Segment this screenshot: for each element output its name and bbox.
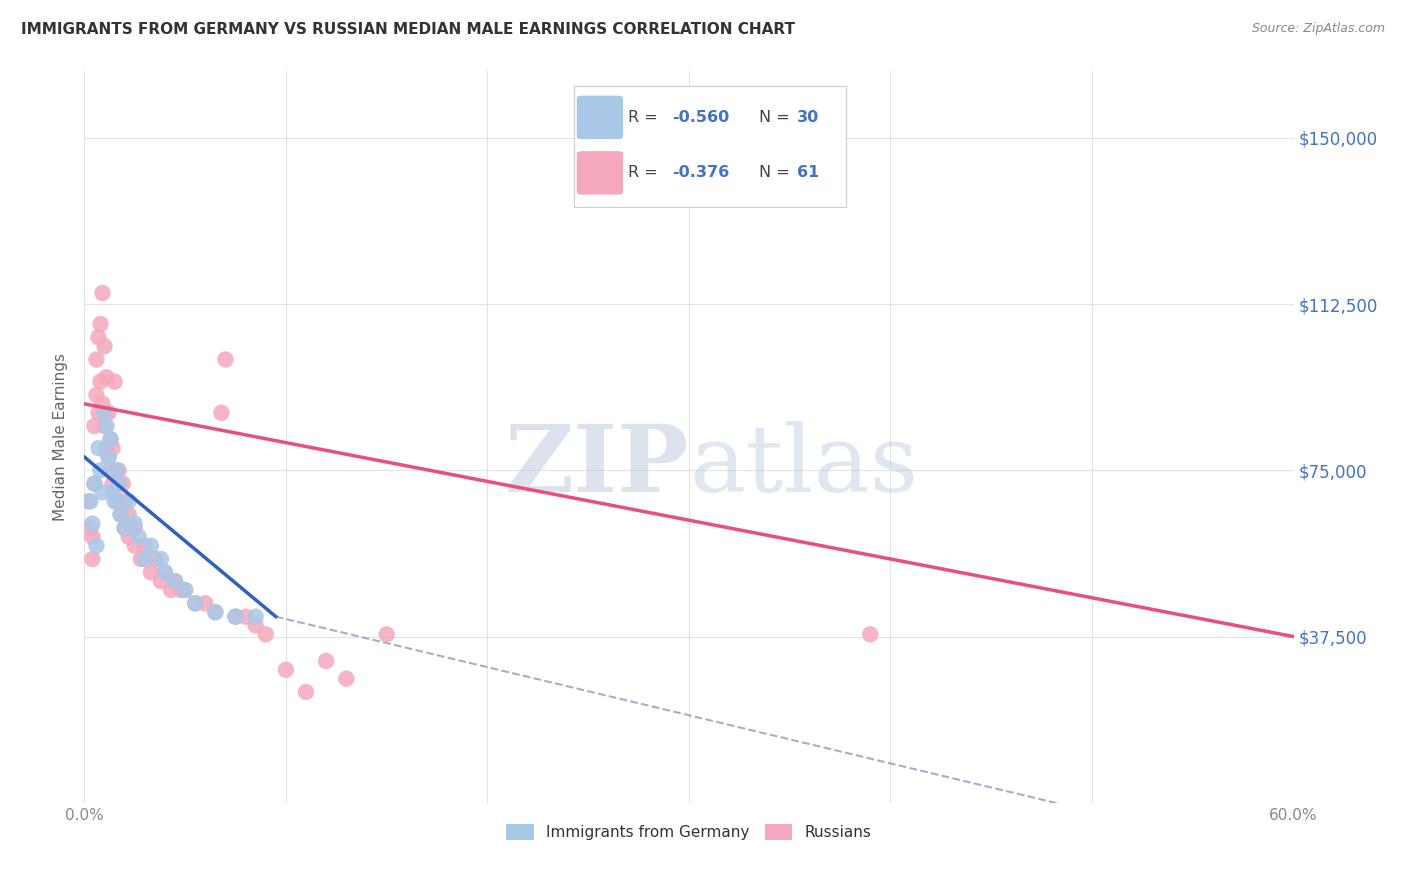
Point [149,552,172,566]
Point [111,476,134,491]
Point [235,609,257,624]
Point [165,574,187,589]
Point [225,609,247,624]
Text: Source: ZipAtlas.com: Source: ZipAtlas.com [1251,22,1385,36]
Text: atlas: atlas [689,421,918,511]
Point [118,508,141,522]
Point [204,605,226,619]
Point [82,552,104,566]
Point [86,388,108,402]
Point [100,432,122,446]
Point [91,485,114,500]
Legend: Immigrants from Germany, Russians: Immigrants from Germany, Russians [501,818,877,847]
Point [89,375,111,389]
Point [245,618,267,632]
Point [87,406,110,420]
Point [104,494,127,508]
Point [174,582,197,597]
Point [104,485,127,500]
Point [335,672,357,686]
Point [859,627,882,641]
Point [160,582,183,597]
Point [128,530,150,544]
Point [105,494,128,508]
Point [101,476,124,491]
Point [174,582,197,597]
Point [101,441,124,455]
Point [77,494,100,508]
Point [143,552,166,566]
Text: IMMIGRANTS FROM GERMANY VS RUSSIAN MEDIAN MALE EARNINGS CORRELATION CHART: IMMIGRANTS FROM GERMANY VS RUSSIAN MEDIA… [21,22,794,37]
Text: ZIP: ZIP [505,421,689,511]
Point [83,476,105,491]
Point [91,397,114,411]
Point [165,574,187,589]
Point [124,516,146,531]
Point [153,566,176,580]
Point [79,494,101,508]
Point [214,352,236,367]
Point [110,508,132,522]
Point [101,485,124,500]
Point [134,539,156,553]
Point [134,552,156,566]
Point [93,419,115,434]
Point [170,582,193,597]
Point [82,516,104,531]
Point [100,432,122,446]
Point [107,476,129,491]
Point [110,508,132,522]
Point [225,609,247,624]
Point [209,406,232,420]
Point [79,521,101,535]
Point [194,596,217,610]
Point [83,476,105,491]
Point [86,352,108,367]
Point [82,530,104,544]
Point [97,406,120,420]
Point [93,339,115,353]
Point [315,654,337,668]
Point [87,441,110,455]
Point [118,494,141,508]
Point [105,463,128,477]
Point [93,406,115,420]
Point [295,685,318,699]
Point [96,370,118,384]
Point [114,521,136,535]
Point [149,574,172,589]
Point [114,521,136,535]
Point [107,463,129,477]
Point [97,450,120,464]
Point [118,530,141,544]
Point [129,552,152,566]
Point [375,627,398,641]
Y-axis label: Median Male Earnings: Median Male Earnings [53,353,69,521]
Point [184,596,207,610]
Point [96,441,118,455]
Point [100,463,122,477]
Point [89,317,111,331]
Point [104,375,127,389]
Point [83,419,105,434]
Point [114,494,136,508]
Point [97,450,120,464]
Point [89,463,111,477]
Point [86,539,108,553]
Point [153,566,176,580]
Point [254,627,277,641]
Point [139,566,162,580]
Point [184,596,207,610]
Point [245,609,267,624]
Point [124,539,146,553]
Point [204,605,226,619]
Point [124,521,146,535]
Point [91,285,114,300]
Point [96,419,118,434]
Point [87,330,110,344]
Point [274,663,297,677]
Point [139,539,162,553]
